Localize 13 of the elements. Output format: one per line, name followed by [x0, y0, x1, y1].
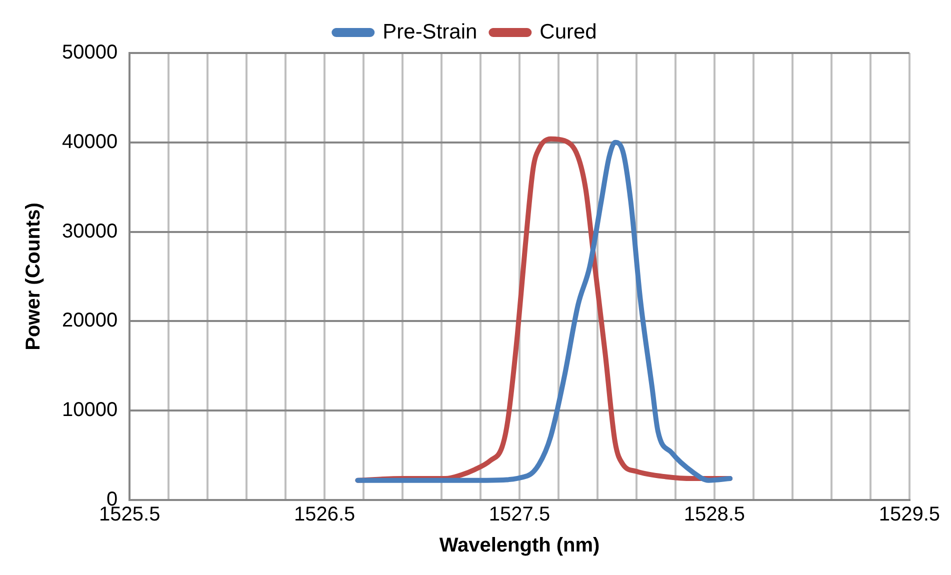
x-tick-label: 1528.5 [684, 504, 746, 526]
y-tick-label: 30000 [62, 220, 118, 242]
legend-label: Cured [540, 20, 597, 44]
y-tick-label: 20000 [62, 310, 118, 332]
x-tick-label: 1526.5 [294, 504, 356, 526]
y-tick-label: 50000 [62, 42, 118, 64]
y-tick-label: 40000 [62, 130, 118, 153]
x-axis-title: Wavelength (nm) [439, 534, 600, 557]
legend-label: Pre-Strain [382, 20, 478, 44]
x-tick-label: 1527.5 [488, 504, 550, 526]
y-tick-label: 10000 [62, 399, 118, 422]
y-axis-title: Power (Counts) [22, 202, 45, 350]
x-tick-label: 1529.5 [878, 504, 940, 526]
